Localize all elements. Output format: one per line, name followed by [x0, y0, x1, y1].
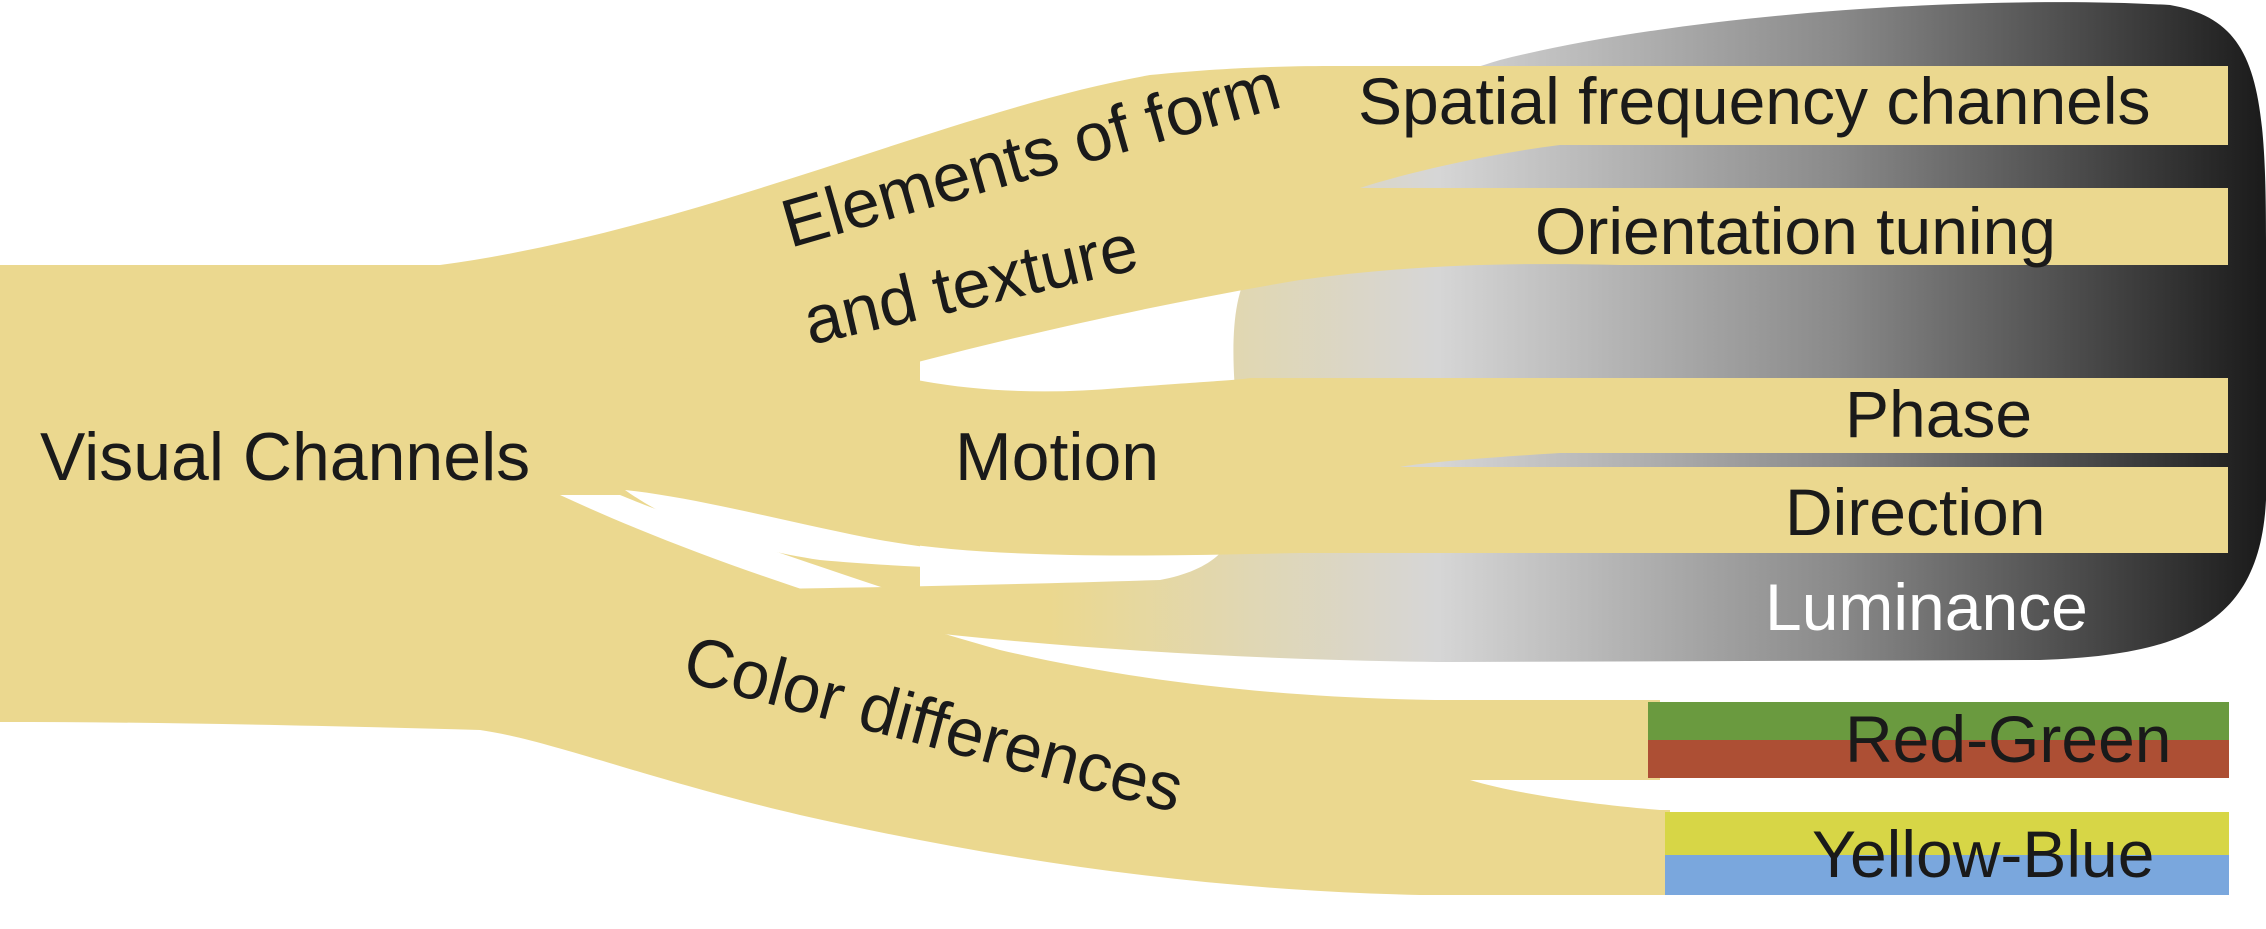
leaf-yellow-blue-label: Yellow-Blue — [1812, 817, 2154, 891]
root-label: Visual Channels — [40, 419, 530, 495]
yellow-blue-bar-yellow — [1665, 812, 2229, 855]
red-green-bar-red — [1648, 740, 2229, 778]
motion-color-gap — [625, 490, 1200, 570]
leaf-luminance-label: Luminance — [1765, 570, 2088, 644]
leaf-orientation-label: Orientation tuning — [1535, 194, 2056, 268]
leaf-spatial-label: Spatial frequency channels — [1358, 64, 2151, 138]
yellow-blue-bar-blue — [1665, 855, 2229, 895]
leaf-red-green-label: Red-Green — [1845, 702, 2172, 776]
leaf-direction-label: Direction — [1785, 475, 2045, 549]
form-texture-stream — [440, 65, 2228, 372]
leaf-phase-label: Phase — [1845, 377, 2032, 451]
red-green-bar-green — [1648, 702, 2229, 740]
motion-stream — [600, 345, 2228, 556]
motion-branch-label: Motion — [955, 419, 1159, 495]
